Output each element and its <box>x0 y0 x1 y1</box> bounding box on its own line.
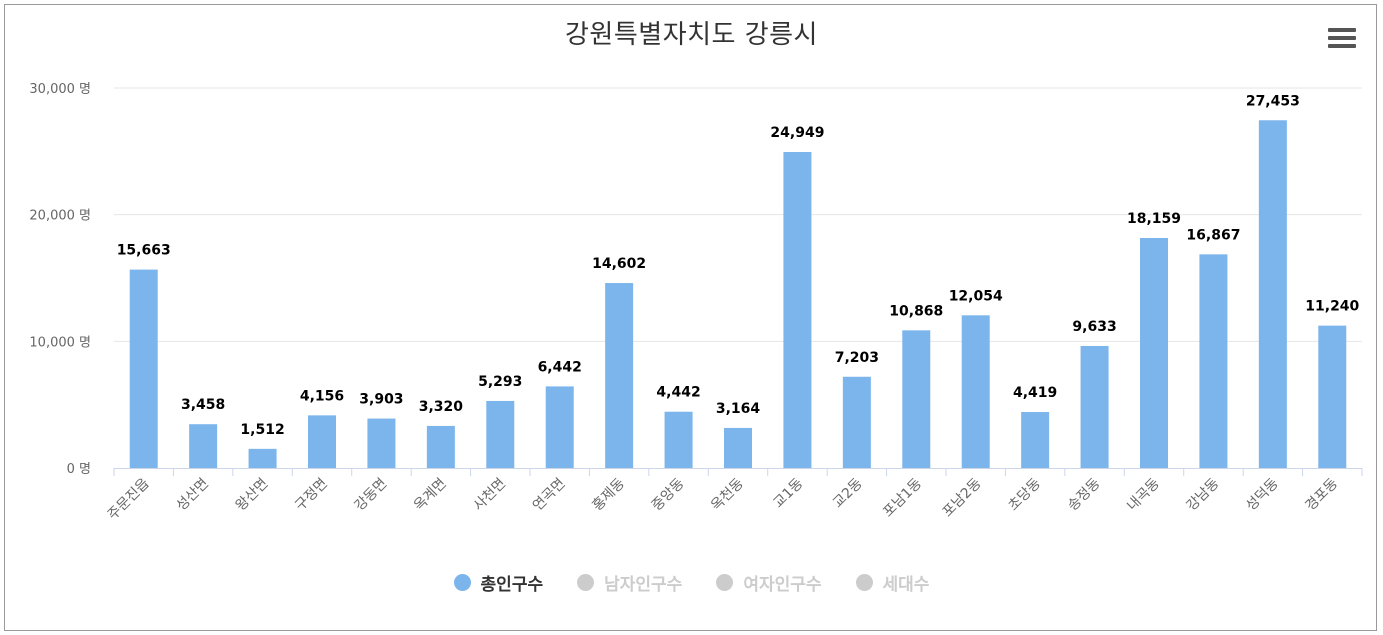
hamburger-menu-icon[interactable] <box>1328 28 1356 50</box>
legend-label: 세대수 <box>882 575 930 595</box>
bar[interactable] <box>1258 120 1287 469</box>
data-label: 4,419 <box>1013 385 1057 401</box>
x-tick-label: 성산면 <box>173 476 212 515</box>
legend-item[interactable]: 총인구수 <box>453 570 544 595</box>
x-tick-label: 성덕동 <box>1243 475 1282 514</box>
data-label: 5,293 <box>478 374 522 390</box>
y-tick-label: 0 명 <box>67 462 91 477</box>
bar[interactable] <box>486 400 515 468</box>
legend-marker-icon <box>453 574 471 591</box>
data-label: 4,442 <box>656 385 700 401</box>
x-tick-label: 포남1동 <box>880 475 925 520</box>
chart-title: 강원특별자치도 강릉시 <box>565 20 818 50</box>
bar[interactable] <box>1199 254 1228 468</box>
data-label: 12,054 <box>949 288 1003 304</box>
bar[interactable] <box>367 418 396 468</box>
data-label: 16,867 <box>1186 227 1240 243</box>
bar[interactable] <box>1080 345 1109 468</box>
data-label: 15,663 <box>117 243 171 259</box>
data-label: 27,453 <box>1246 93 1300 109</box>
x-tick-label: 왕산면 <box>233 476 272 515</box>
bar[interactable] <box>783 151 812 468</box>
x-tick-label: 교2동 <box>830 475 866 511</box>
bar[interactable] <box>1318 325 1347 468</box>
legend-marker-icon <box>577 574 595 591</box>
data-label: 4,156 <box>300 388 344 404</box>
bar[interactable] <box>545 386 574 468</box>
data-label: 14,602 <box>592 256 646 272</box>
x-tick-label: 포남2동 <box>940 475 985 520</box>
data-label: 1,512 <box>240 422 284 438</box>
x-tick-label: 홍제동 <box>589 475 628 514</box>
x-tick-label: 주문진읍 <box>105 475 153 523</box>
y-tick-label: 30,000 명 <box>29 82 91 97</box>
bar[interactable] <box>664 411 693 468</box>
legend-marker-icon <box>855 574 873 591</box>
legend-item[interactable]: 여자인구수 <box>716 570 822 595</box>
bar[interactable] <box>605 283 634 468</box>
bar[interactable] <box>426 425 455 468</box>
x-tick-label: 강남동 <box>1184 475 1223 514</box>
x-tick-label: 초당동 <box>1005 475 1044 514</box>
bar[interactable] <box>842 376 871 468</box>
bar[interactable] <box>724 427 752 468</box>
x-tick-label: 내곡동 <box>1124 475 1163 514</box>
data-label: 18,159 <box>1127 211 1181 227</box>
data-label: 9,633 <box>1072 319 1116 335</box>
bar[interactable] <box>902 330 931 468</box>
legend: 총인구수 남자인구수 여자인구수 세대수 <box>0 570 1383 595</box>
y-tick-label: 20,000 명 <box>29 209 91 224</box>
x-tick-label: 강동면 <box>352 476 391 515</box>
x-tick-label: 중앙동 <box>649 475 688 514</box>
bar[interactable] <box>1021 412 1050 468</box>
data-label: 7,203 <box>835 350 879 366</box>
x-tick-label: 경포동 <box>1302 475 1341 514</box>
x-tick-label: 교1동 <box>770 475 806 511</box>
data-label: 3,903 <box>359 392 403 408</box>
x-tick-label: 송정동 <box>1065 475 1104 514</box>
x-tick-label: 구정면 <box>292 476 331 515</box>
legend-label: 여자인구수 <box>743 575 822 595</box>
bar[interactable] <box>308 415 336 468</box>
bar[interactable] <box>248 448 277 468</box>
bar[interactable] <box>961 315 990 468</box>
x-tick-label: 옥천동 <box>708 475 747 514</box>
bar[interactable] <box>189 424 218 468</box>
data-label: 11,240 <box>1305 299 1359 315</box>
data-label: 3,320 <box>419 399 464 415</box>
data-label: 3,458 <box>181 397 225 413</box>
legend-label: 남자인구수 <box>604 575 683 595</box>
legend-item[interactable]: 세대수 <box>855 570 930 595</box>
data-label: 10,868 <box>889 303 943 319</box>
legend-label: 총인구수 <box>480 575 544 595</box>
data-label: 3,164 <box>716 401 761 417</box>
x-tick-label: 옥계면 <box>411 476 450 515</box>
bar[interactable] <box>129 269 158 468</box>
x-tick-label: 사천면 <box>470 476 509 515</box>
x-tick-label: 연곡면 <box>530 476 569 515</box>
bar[interactable] <box>1140 237 1168 468</box>
y-tick-label: 10,000 명 <box>29 335 91 350</box>
data-label: 24,949 <box>770 125 824 141</box>
data-label: 6,442 <box>538 359 582 375</box>
legend-marker-icon <box>716 574 734 591</box>
legend-item[interactable]: 남자인구수 <box>577 570 682 595</box>
